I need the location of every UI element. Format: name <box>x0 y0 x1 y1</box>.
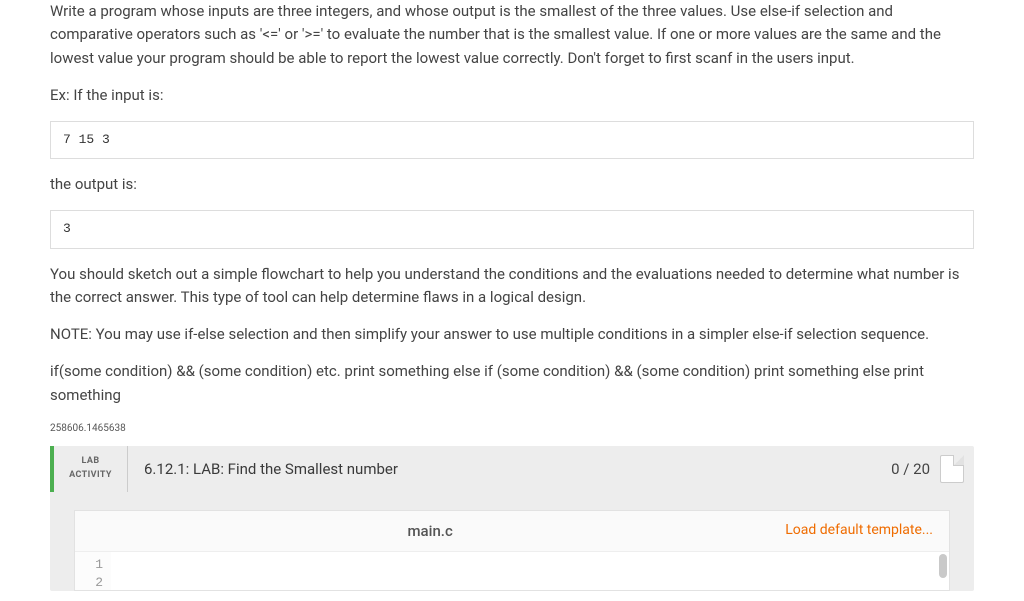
problem-paragraph: Write a program whose inputs are three i… <box>50 0 974 70</box>
hint-paragraph-2: NOTE: You may use if-else selection and … <box>50 323 974 346</box>
code-area[interactable]: 1 2 3 #include <stdio.h> int main(void) … <box>75 551 949 590</box>
score-chip-icon <box>940 455 964 483</box>
example-output-label: the output is: <box>50 173 974 196</box>
question-id: 258606.1465638 <box>50 421 974 437</box>
example-input-box: 7 15 3 <box>50 121 974 159</box>
example-input-label: Ex: If the input is: <box>50 84 974 107</box>
lab-score-area: 0 / 20 <box>891 446 974 492</box>
hint-paragraph-3: if(some condition) && (some condition) e… <box>50 360 974 407</box>
example-output-box: 3 <box>50 210 974 248</box>
line-number: 2 <box>75 574 103 590</box>
lab-badge-line2: ACTIVITY <box>69 469 112 483</box>
editor-filename: main.c <box>75 520 785 543</box>
lab-title: 6.12.1: LAB: Find the Smallest number <box>128 446 891 492</box>
hint-paragraph-1: You should sketch out a simple flowchart… <box>50 263 974 310</box>
lab-activity-badge: LAB ACTIVITY <box>54 446 128 492</box>
code-lines[interactable]: #include <stdio.h> int main(void) { <box>111 552 949 590</box>
lab-badge-line1: LAB <box>82 455 100 469</box>
line-number: 1 <box>75 556 103 574</box>
load-default-template-link[interactable]: Load default template... <box>785 520 949 542</box>
code-editor: main.c Load default template... 1 2 3 #i… <box>74 510 950 591</box>
editor-scrollbar[interactable] <box>939 554 947 578</box>
problem-statement: Write a program whose inputs are three i… <box>50 0 974 107</box>
line-gutter: 1 2 3 <box>75 552 111 590</box>
lab-score-text: 0 / 20 <box>891 458 930 481</box>
lab-header: LAB ACTIVITY 6.12.1: LAB: Find the Small… <box>50 446 974 492</box>
lab-activity-panel: LAB ACTIVITY 6.12.1: LAB: Find the Small… <box>50 446 974 591</box>
